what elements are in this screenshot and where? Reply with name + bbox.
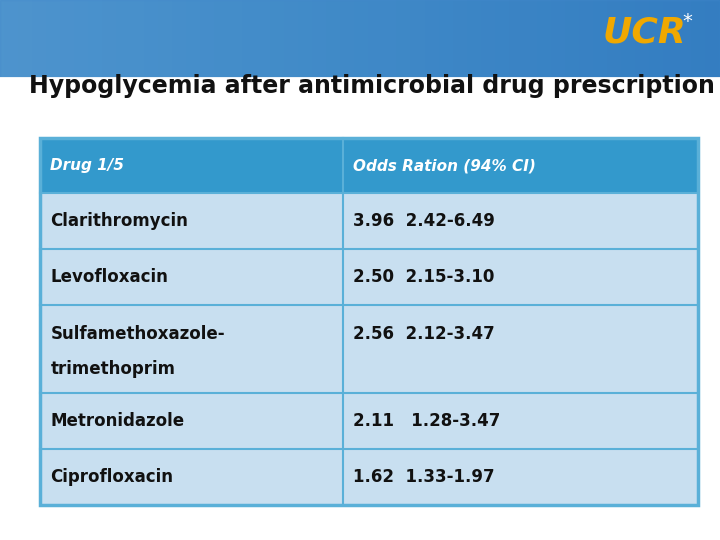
Text: Hypoglycemia after antimicrobial drug prescription: Hypoglycemia after antimicrobial drug pr… (29, 75, 715, 98)
Text: 2.11   1.28-3.47: 2.11 1.28-3.47 (354, 412, 501, 430)
Text: Odds Ration (94% CI): Odds Ration (94% CI) (354, 158, 536, 173)
Text: Clarithromycin: Clarithromycin (50, 212, 188, 231)
Text: *: * (683, 12, 693, 31)
Text: Metronidazole: Metronidazole (50, 412, 184, 430)
Text: Ciprofloxacin: Ciprofloxacin (50, 468, 174, 486)
Text: UCR: UCR (603, 16, 686, 50)
Text: trimethoprim: trimethoprim (50, 360, 176, 377)
Text: 1.62  1.33-1.97: 1.62 1.33-1.97 (354, 468, 495, 486)
Bar (40, 138, 698, 505)
Text: Levofloxacin: Levofloxacin (50, 268, 168, 286)
Text: Sulfamethoxazole-: Sulfamethoxazole- (50, 325, 225, 343)
Bar (40, 449, 698, 505)
Bar (40, 249, 698, 305)
Bar (40, 394, 698, 449)
Text: 2.50  2.15-3.10: 2.50 2.15-3.10 (354, 268, 495, 286)
Bar (40, 138, 698, 193)
Text: Drug 1/5: Drug 1/5 (50, 158, 125, 173)
Text: 3.96  2.42-6.49: 3.96 2.42-6.49 (354, 212, 495, 231)
Bar (40, 193, 698, 249)
Bar (40, 305, 698, 394)
Text: 2.56  2.12-3.47: 2.56 2.12-3.47 (354, 325, 495, 343)
